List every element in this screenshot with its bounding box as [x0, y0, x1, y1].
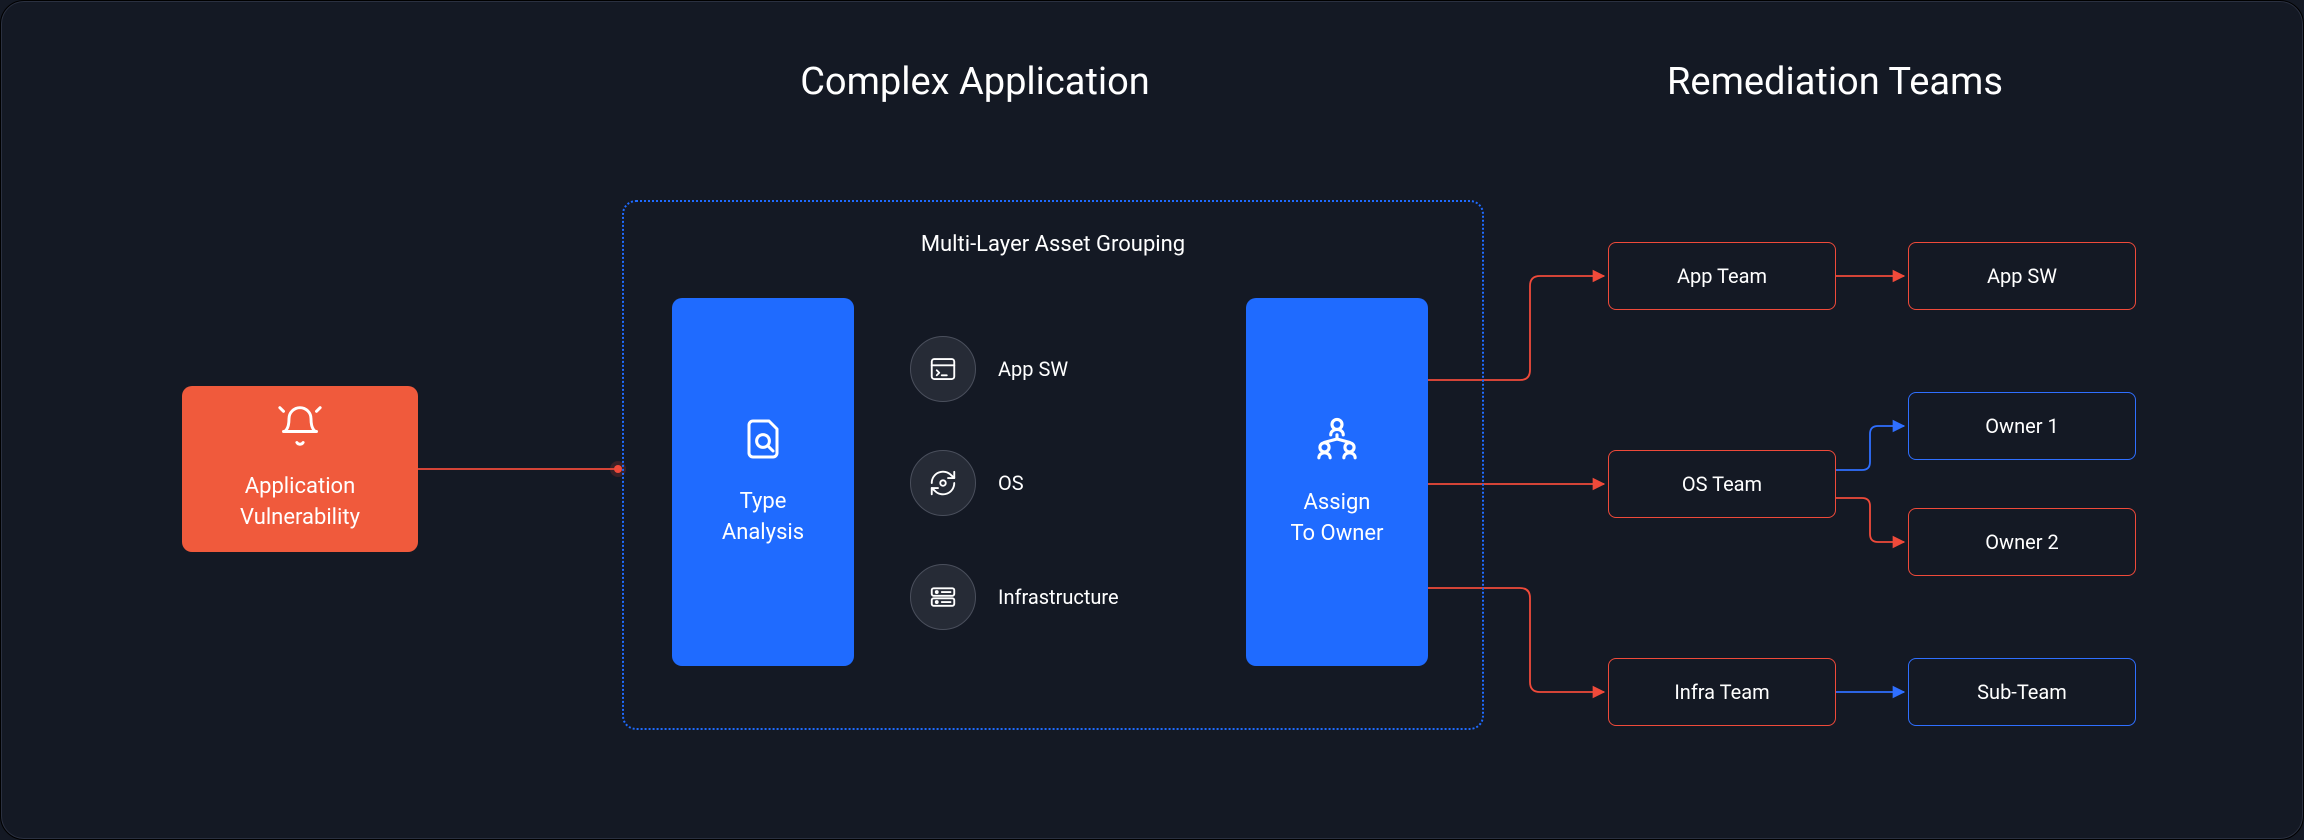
terminal-icon [910, 336, 976, 402]
heading-remediation-teams: Remediation Teams [1620, 60, 2050, 104]
server-icon [910, 564, 976, 630]
alert-bell-icon [278, 404, 322, 452]
asset-row-os: OS [910, 450, 1119, 516]
asset-row-infra: Infrastructure [910, 564, 1119, 630]
app-vulnerability-card: Application Vulnerability [182, 386, 418, 552]
out-box-app-sw: App SW [1908, 242, 2136, 310]
assign-owner-title-line1: Assign [1304, 488, 1371, 519]
app-vuln-title-line2: Vulnerability [240, 503, 360, 534]
type-analysis-card: Type Analysis [672, 298, 854, 666]
panel-title: Multi-Layer Asset Grouping [624, 232, 1482, 257]
refresh-gear-icon [910, 450, 976, 516]
connector-node-dot [614, 465, 622, 473]
asset-list: App SW OS Infrastructure [910, 336, 1119, 630]
heading-complex-application: Complex Application [760, 60, 1190, 104]
assign-owner-card: Assign To Owner [1246, 298, 1428, 666]
out-box-owner-2: Owner 2 [1908, 508, 2136, 576]
asset-label-app-sw: App SW [998, 357, 1068, 381]
team-box-infra: Infra Team [1608, 658, 1836, 726]
team-box-app: App Team [1608, 242, 1836, 310]
doc-magnify-icon [739, 415, 787, 467]
owner-tree-icon [1312, 414, 1362, 468]
assign-owner-title-line2: To Owner [1290, 519, 1383, 550]
asset-row-app-sw: App SW [910, 336, 1119, 402]
out-box-sub-team: Sub-Team [1908, 658, 2136, 726]
type-analysis-title-line2: Analysis [722, 518, 804, 549]
team-box-os: OS Team [1608, 450, 1836, 518]
app-vuln-title-line1: Application [245, 472, 355, 503]
out-box-owner-1: Owner 1 [1908, 392, 2136, 460]
asset-label-os: OS [998, 471, 1024, 495]
asset-label-infra: Infrastructure [998, 585, 1119, 609]
type-analysis-title-line1: Type [740, 487, 787, 518]
